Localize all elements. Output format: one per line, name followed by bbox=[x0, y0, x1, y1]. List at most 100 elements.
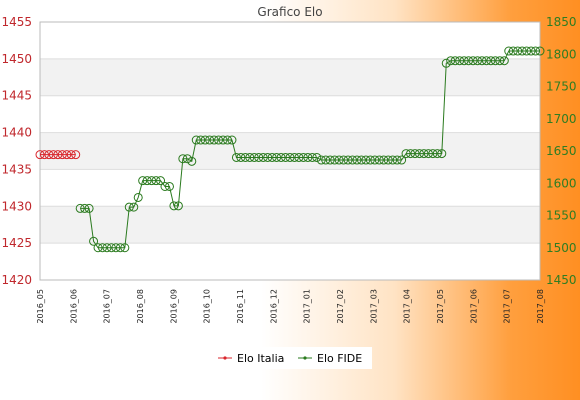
point-elo-fide bbox=[281, 152, 291, 162]
point-elo-fide bbox=[316, 155, 326, 165]
point-elo-italia bbox=[57, 150, 67, 160]
point-elo-fide bbox=[84, 203, 94, 213]
plot-band bbox=[40, 206, 540, 244]
point-elo-fide bbox=[200, 135, 210, 145]
left-tick-label: 1455 bbox=[1, 15, 32, 29]
left-tick-label: 1445 bbox=[1, 89, 32, 103]
point-elo-fide bbox=[272, 152, 282, 162]
point-elo-fide bbox=[325, 155, 335, 165]
plot-band bbox=[40, 58, 540, 96]
point-elo-italia bbox=[62, 150, 72, 160]
point-elo-fide bbox=[477, 56, 487, 66]
point-elo-fide bbox=[205, 135, 215, 145]
point-elo-fide bbox=[307, 152, 317, 162]
point-elo-fide bbox=[383, 155, 393, 165]
point-elo-fide bbox=[178, 154, 188, 164]
point-elo-fide bbox=[249, 152, 259, 162]
point-elo-fide bbox=[481, 56, 491, 66]
point-elo-fide bbox=[356, 155, 366, 165]
point-elo-fide bbox=[490, 56, 500, 66]
legend-marker-fide bbox=[303, 356, 307, 360]
point-elo-fide bbox=[236, 152, 246, 162]
right-tick-label: 1850 bbox=[546, 15, 577, 29]
point-elo-fide bbox=[209, 135, 219, 145]
plot-band bbox=[40, 132, 540, 170]
point-elo-fide bbox=[289, 152, 299, 162]
point-elo-fide bbox=[397, 155, 407, 165]
legend-label-fide: Elo FIDE bbox=[317, 352, 362, 365]
point-elo-fide bbox=[446, 56, 456, 66]
x-tick-label: 2016_05 bbox=[36, 289, 45, 324]
right-tick-label: 1750 bbox=[546, 80, 577, 94]
point-elo-fide bbox=[450, 56, 460, 66]
left-tick-label: 1435 bbox=[1, 162, 32, 176]
point-elo-italia bbox=[39, 150, 49, 160]
point-elo-fide bbox=[115, 243, 125, 253]
point-elo-fide bbox=[392, 155, 402, 165]
point-elo-fide bbox=[441, 58, 451, 68]
plot-band bbox=[40, 243, 540, 280]
right-tick-label: 1550 bbox=[546, 209, 577, 223]
legend-label-italia: Elo Italia bbox=[237, 352, 284, 365]
point-elo-italia bbox=[35, 150, 45, 160]
point-elo-fide bbox=[276, 152, 286, 162]
point-elo-fide bbox=[330, 155, 340, 165]
series-layer bbox=[35, 46, 545, 253]
right-tick-label: 1600 bbox=[546, 176, 577, 190]
point-elo-italia bbox=[66, 150, 76, 160]
right-tick-label: 1500 bbox=[546, 241, 577, 255]
point-elo-fide bbox=[352, 155, 362, 165]
point-elo-fide bbox=[414, 149, 424, 159]
point-elo-fide bbox=[343, 155, 353, 165]
right-tick-label: 1650 bbox=[546, 144, 577, 158]
right-axis-ticks: 1450 1500 1550 1600 1650 1700 1750 1800 1850 bbox=[546, 15, 577, 287]
point-elo-fide bbox=[111, 243, 121, 253]
point-elo-fide bbox=[535, 46, 545, 56]
point-elo-fide bbox=[258, 152, 268, 162]
point-elo-fide bbox=[486, 56, 496, 66]
point-elo-fide bbox=[75, 203, 85, 213]
point-elo-fide bbox=[428, 149, 438, 159]
point-elo-fide bbox=[102, 243, 112, 253]
point-elo-fide bbox=[432, 149, 442, 159]
point-elo-fide bbox=[455, 56, 465, 66]
point-elo-italia bbox=[44, 150, 54, 160]
point-elo-fide bbox=[312, 152, 322, 162]
legend-box bbox=[210, 347, 372, 369]
left-tick-label: 1420 bbox=[1, 273, 32, 287]
point-elo-fide bbox=[245, 152, 255, 162]
x-tick-label: 2017_01 bbox=[303, 289, 312, 324]
x-tick-label: 2017_07 bbox=[503, 289, 512, 324]
left-tick-label: 1425 bbox=[1, 236, 32, 250]
x-axis-ticks: 2016_05 2016_06 2016_07 2016_08 2016_09 2016_… bbox=[36, 289, 545, 324]
x-tick-label: 2016_09 bbox=[169, 289, 178, 324]
x-tick-label: 2016_06 bbox=[69, 289, 78, 324]
point-elo-fide bbox=[151, 176, 161, 186]
point-elo-fide bbox=[254, 152, 264, 162]
point-elo-fide bbox=[419, 149, 429, 159]
point-elo-fide bbox=[365, 155, 375, 165]
point-elo-fide bbox=[173, 201, 183, 211]
left-tick-label: 1440 bbox=[1, 126, 32, 140]
point-elo-fide bbox=[138, 176, 148, 186]
point-elo-fide bbox=[124, 202, 134, 212]
point-elo-fide bbox=[93, 243, 103, 253]
point-elo-fide bbox=[517, 46, 527, 56]
point-elo-fide bbox=[370, 155, 380, 165]
point-elo-fide bbox=[464, 56, 474, 66]
point-elo-fide bbox=[468, 56, 478, 66]
x-tick-label: 2017_04 bbox=[403, 289, 412, 324]
left-tick-label: 1450 bbox=[1, 52, 32, 66]
point-elo-fide bbox=[410, 149, 420, 159]
x-tick-label: 2017_05 bbox=[436, 289, 445, 324]
point-elo-italia bbox=[71, 150, 81, 160]
point-elo-fide bbox=[240, 152, 250, 162]
point-elo-fide bbox=[120, 243, 130, 253]
point-elo-fide bbox=[267, 152, 277, 162]
point-elo-fide bbox=[303, 152, 313, 162]
left-tick-label: 1430 bbox=[1, 199, 32, 213]
point-elo-fide bbox=[129, 202, 139, 212]
point-elo-fide bbox=[339, 155, 349, 165]
left-axis-ticks: 1420 1425 1430 1435 1440 1445 1450 1455 bbox=[1, 15, 32, 287]
